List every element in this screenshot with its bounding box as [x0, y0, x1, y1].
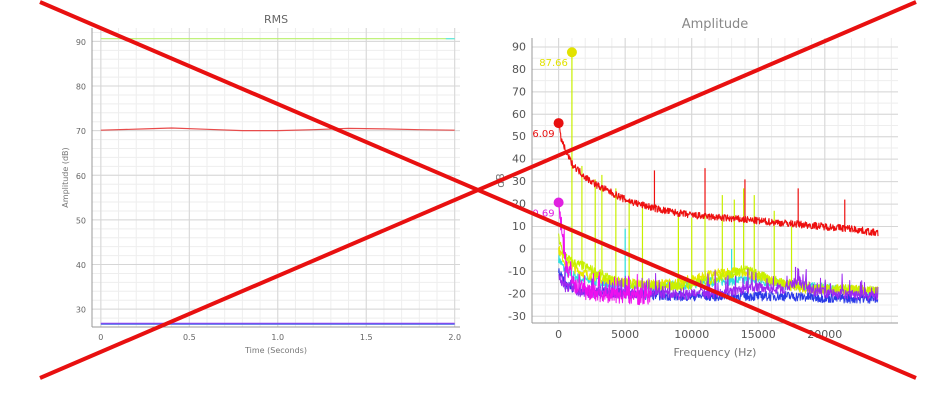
peak-annotation-label: 0.69	[532, 209, 554, 220]
chart-title: Amplitude	[682, 17, 749, 32]
y-tick-label: 30	[76, 306, 86, 315]
amplitude-chart: 0 5000 10000 15000 20000-30-20-1001020304050…	[494, 17, 898, 359]
rms-chart: 0 0.5 1.0 1.5 2.0 30 40 50 60 70 80 90 RMS Time (Seco…	[61, 13, 461, 355]
x-tick-label: 20000	[807, 328, 842, 341]
y-axis-label: Amplitude (dB)	[61, 147, 70, 207]
y-tick-label: 80	[76, 83, 86, 92]
rms-series-line	[100, 127, 455, 132]
y-tick-label: 90	[76, 38, 86, 47]
x-axis-label: Frequency (Hz)	[674, 346, 757, 359]
red-cross-overlay	[39, 0, 917, 380]
y-tick-label: 40	[76, 261, 86, 270]
spectrum-series-red	[558, 122, 879, 237]
y-tick-label: -20	[508, 287, 526, 300]
x-tick-label: 1.0	[271, 333, 284, 342]
peak-annotation-label: 87.66	[539, 58, 568, 69]
y-tick-label: 60	[512, 108, 526, 121]
y-tick-label: 40	[512, 153, 526, 166]
chart-title: RMS	[264, 13, 288, 26]
cross-stroke-2	[39, 0, 917, 380]
y-tick-label: 70	[76, 127, 86, 136]
peak-marker	[566, 47, 577, 58]
y-tick-label: 90	[512, 40, 526, 53]
spectrum-series-magenta	[558, 200, 653, 306]
x-axis-label: Time (Seconds)	[244, 346, 307, 355]
x-tick-label: 1.5	[360, 333, 373, 342]
y-tick-label: 30	[512, 175, 526, 188]
y-tick-label: 80	[512, 63, 526, 76]
x-tick-label: 0.5	[183, 333, 196, 342]
y-tick-label: 70	[512, 85, 526, 98]
x-tick-label: 10000	[674, 328, 709, 341]
x-tick-label: 5000	[611, 328, 639, 341]
x-tick-label: 0	[555, 328, 562, 341]
y-tick-label: -10	[508, 265, 526, 278]
x-tick-label: 2.0	[448, 333, 461, 342]
y-tick-label: 50	[76, 216, 86, 225]
grid	[531, 38, 898, 323]
y-tick-label: 0	[519, 242, 526, 255]
y-tick-label: 50	[512, 130, 526, 143]
y-tick-label: 60	[76, 172, 86, 181]
x-tick-label: 0	[98, 333, 103, 342]
peak-marker	[553, 197, 564, 208]
peak-marker	[553, 118, 564, 129]
y-tick-label: 10	[512, 220, 526, 233]
x-tick-label: 15000	[741, 328, 776, 341]
y-tick-label: -30	[508, 310, 526, 323]
peak-annotation-label: 6.09	[532, 129, 554, 140]
